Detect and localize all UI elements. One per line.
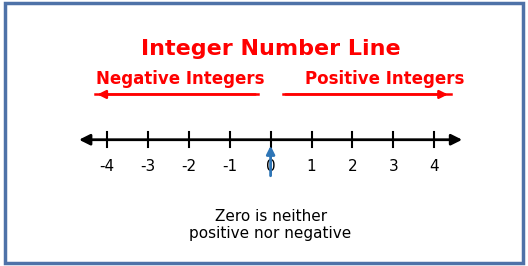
Text: Positive Integers: Positive Integers <box>306 70 465 88</box>
Text: -1: -1 <box>222 159 237 174</box>
Text: 1: 1 <box>307 159 316 174</box>
Text: -4: -4 <box>99 159 115 174</box>
Text: 2: 2 <box>347 159 357 174</box>
Text: 0: 0 <box>266 159 276 174</box>
Text: -3: -3 <box>140 159 155 174</box>
Text: Integer Number Line: Integer Number Line <box>141 39 400 59</box>
Text: Zero is neither
positive nor negative: Zero is neither positive nor negative <box>190 209 352 241</box>
Text: 3: 3 <box>389 159 398 174</box>
Text: 4: 4 <box>429 159 439 174</box>
Text: Negative Integers: Negative Integers <box>96 70 265 88</box>
Text: -2: -2 <box>181 159 196 174</box>
